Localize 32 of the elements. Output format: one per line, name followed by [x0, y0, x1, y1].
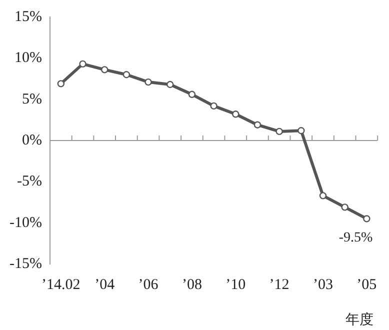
point: [166, 80, 174, 88]
point: [122, 71, 130, 78]
x-tick-label: ’03: [312, 276, 333, 293]
x-tick-label: ’14.02: [42, 276, 80, 293]
point: [298, 127, 305, 134]
y-tick-label: -15%: [10, 256, 42, 272]
point: [254, 121, 262, 128]
annotation: -9.5%: [338, 230, 374, 246]
x-tick-label: ’12: [269, 276, 290, 293]
point: [101, 66, 108, 74]
x-tick-label: ’08: [182, 276, 202, 293]
point: [210, 102, 218, 110]
point: [79, 60, 86, 68]
point: [319, 192, 327, 200]
point: [232, 110, 240, 118]
y-tick-label: 10%: [14, 50, 42, 66]
x-tick-label: ’06: [138, 276, 159, 293]
y-tick-label: 5%: [22, 91, 42, 108]
point: [341, 204, 348, 211]
point: [57, 80, 65, 88]
y-tick-label: 15%: [14, 8, 42, 25]
point: [188, 90, 196, 98]
point: [144, 78, 152, 86]
x-tick-label: ’04: [94, 276, 116, 293]
y-tick-label: -10%: [10, 214, 42, 231]
y-tick-label: 0%: [22, 132, 42, 148]
point: [363, 215, 370, 222]
x-tick-label: ’10: [226, 276, 246, 293]
point: [276, 128, 283, 136]
y-tick-label: -5%: [17, 174, 42, 190]
x-axis-title: 年度: [346, 312, 374, 328]
x-tick-label: ’05: [356, 276, 377, 293]
